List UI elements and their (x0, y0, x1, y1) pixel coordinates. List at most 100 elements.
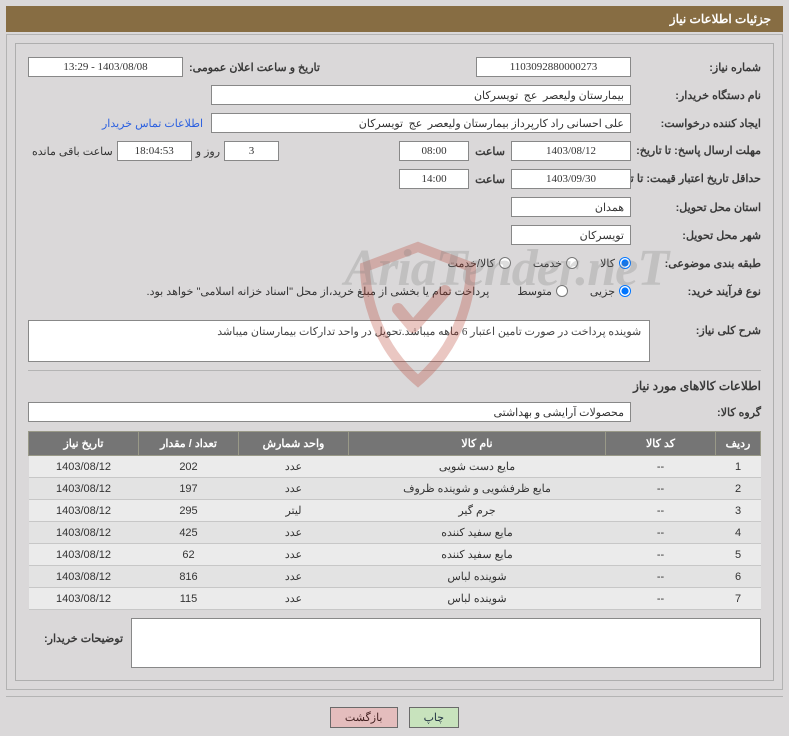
table-row: 4--مایع سفید کنندهعدد4251403/08/12 (29, 522, 761, 544)
table-cell-code: -- (606, 544, 716, 566)
table-cell-unit: عدد (239, 456, 349, 478)
table-cell-row: 6 (716, 566, 761, 588)
radio-service-label[interactable]: خدمت (533, 257, 578, 270)
th-name: نام کالا (349, 432, 606, 456)
th-qty: تعداد / مقدار (139, 432, 239, 456)
row-process-type: نوع فرآیند خرید: جزیی متوسط پرداخت تمام … (28, 278, 761, 304)
row-deliver-city: شهر محل تحویل: (28, 222, 761, 248)
table-cell-code: -- (606, 478, 716, 500)
field-need-desc[interactable] (28, 320, 650, 362)
radio-goods[interactable] (619, 257, 631, 269)
radio-small[interactable] (619, 285, 631, 297)
field-buyer-notes[interactable] (131, 618, 761, 668)
label-requester: ایجاد کننده درخواست: (631, 117, 761, 130)
table-cell-date: 1403/08/12 (29, 478, 139, 500)
field-reply-time[interactable] (399, 141, 469, 161)
field-deliver-province[interactable] (511, 197, 631, 217)
row-need-desc: شرح کلی نیاز: (28, 320, 761, 362)
table-row: 6--شوینده لباسعدد8161403/08/12 (29, 566, 761, 588)
row-goods-group: گروه کالا: (28, 399, 761, 425)
label-need-desc: شرح کلی نیاز: (650, 320, 761, 337)
radio-goods-service-label[interactable]: کالا/خدمت (448, 257, 511, 270)
table-cell-unit: عدد (239, 566, 349, 588)
radio-medium[interactable] (556, 285, 568, 297)
table-cell-name: جرم گیر (349, 500, 606, 522)
label-buyer-org: نام دستگاه خریدار: (631, 89, 761, 102)
button-row: چاپ بازگشت (6, 696, 783, 732)
items-table: ردیف کد کالا نام کالا واحد شمارش تعداد /… (28, 431, 761, 610)
table-cell-qty: 197 (139, 478, 239, 500)
field-announce-dt[interactable] (28, 57, 183, 77)
table-row: 7--شوینده لباسعدد1151403/08/12 (29, 588, 761, 610)
payment-note-text: پرداخت تمام یا بخشی از مبلغ خرید،از محل … (28, 285, 499, 298)
table-cell-code: -- (606, 456, 716, 478)
row-buyer-notes: توضیحات خریدار: (28, 618, 761, 668)
th-unit: واحد شمارش (239, 432, 349, 456)
page-title-bar: جزئیات اطلاعات نیاز (6, 6, 783, 32)
section-items-header: اطلاعات کالاهای مورد نیاز (28, 370, 761, 393)
field-requester[interactable] (211, 113, 631, 133)
table-cell-code: -- (606, 522, 716, 544)
field-goods-group[interactable] (28, 402, 631, 422)
table-cell-qty: 816 (139, 566, 239, 588)
link-buyer-contact[interactable]: اطلاعات تماس خریدار (102, 117, 211, 130)
row-buyer-org: نام دستگاه خریدار: (28, 82, 761, 108)
radio-small-label[interactable]: جزیی (590, 285, 631, 298)
field-remaining-days[interactable] (224, 141, 279, 161)
table-cell-date: 1403/08/12 (29, 544, 139, 566)
row-reply-deadline: مهلت ارسال پاسخ: تا تاریخ: ساعت روز و سا… (28, 138, 761, 164)
table-row: 1--مایع دست شوییعدد2021403/08/12 (29, 456, 761, 478)
label-category: طبقه بندی موضوعی: (631, 257, 761, 270)
row-need-number: شماره نیاز: تاریخ و ساعت اعلان عمومی: (28, 54, 761, 80)
table-cell-row: 7 (716, 588, 761, 610)
table-cell-row: 2 (716, 478, 761, 500)
table-cell-unit: عدد (239, 588, 349, 610)
radio-service[interactable] (566, 257, 578, 269)
radio-goods-label[interactable]: کالا (600, 257, 631, 270)
table-cell-code: -- (606, 500, 716, 522)
table-cell-row: 3 (716, 500, 761, 522)
table-cell-qty: 115 (139, 588, 239, 610)
table-cell-date: 1403/08/12 (29, 588, 139, 610)
label-price-valid: حداقل تاریخ اعتبار قیمت: تا تاریخ: (631, 173, 761, 185)
details-panel: AriaTender.neT شماره نیاز: تاریخ و ساعت … (15, 43, 774, 681)
table-cell-unit: عدد (239, 544, 349, 566)
field-pricevalid-date[interactable] (511, 169, 631, 189)
table-cell-unit: عدد (239, 478, 349, 500)
radio-goods-service[interactable] (499, 257, 511, 269)
table-header-row: ردیف کد کالا نام کالا واحد شمارش تعداد /… (29, 432, 761, 456)
table-cell-qty: 62 (139, 544, 239, 566)
table-cell-date: 1403/08/12 (29, 500, 139, 522)
page-title: جزئیات اطلاعات نیاز (670, 12, 771, 26)
table-cell-name: مایع ظرفشویی و شوینده ظروف (349, 478, 606, 500)
table-cell-date: 1403/08/12 (29, 456, 139, 478)
th-code: کد کالا (606, 432, 716, 456)
print-button[interactable]: چاپ (409, 707, 460, 728)
table-row: 3--جرم گیرلیتر2951403/08/12 (29, 500, 761, 522)
table-cell-name: مایع سفید کننده (349, 544, 606, 566)
field-deliver-city[interactable] (511, 225, 631, 245)
label-goods-group: گروه کالا: (631, 406, 761, 419)
label-day-and: روز و (192, 145, 224, 158)
label-need-number: شماره نیاز: (631, 61, 761, 74)
table-row: 2--مایع ظرفشویی و شوینده ظروفعدد1971403/… (29, 478, 761, 500)
table-cell-row: 5 (716, 544, 761, 566)
table-cell-row: 4 (716, 522, 761, 544)
field-reply-date[interactable] (511, 141, 631, 161)
radio-group-process: جزیی متوسط (499, 285, 631, 298)
field-buyer-org[interactable] (211, 85, 631, 105)
radio-medium-label[interactable]: متوسط (517, 285, 568, 298)
th-row: ردیف (716, 432, 761, 456)
field-need-number[interactable] (476, 57, 631, 77)
table-cell-date: 1403/08/12 (29, 522, 139, 544)
table-cell-name: شوینده لباس (349, 566, 606, 588)
table-cell-name: مایع دست شویی (349, 456, 606, 478)
field-remaining-time[interactable] (117, 141, 192, 161)
back-button[interactable]: بازگشت (330, 707, 398, 728)
outer-frame: AriaTender.neT شماره نیاز: تاریخ و ساعت … (6, 34, 783, 690)
table-cell-code: -- (606, 588, 716, 610)
label-remaining: ساعت باقی مانده (28, 145, 117, 158)
table-cell-unit: لیتر (239, 500, 349, 522)
field-pricevalid-time[interactable] (399, 169, 469, 189)
row-requester: ایجاد کننده درخواست: اطلاعات تماس خریدار (28, 110, 761, 136)
